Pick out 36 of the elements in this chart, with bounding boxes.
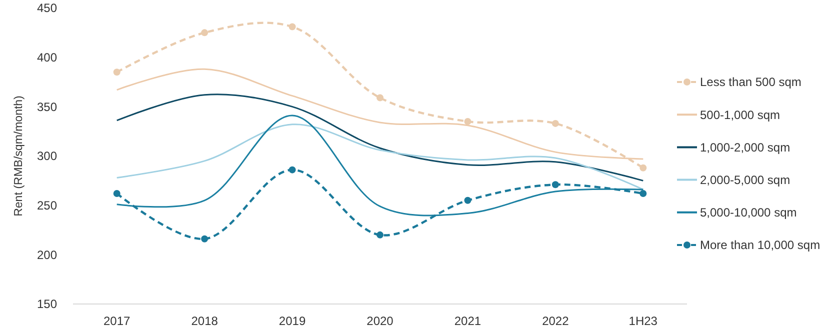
y-axis-title: Rent (RMB/sqm/month): [13, 95, 25, 216]
point: [113, 190, 120, 197]
point: [376, 94, 384, 102]
x-tick-label: 2018: [191, 314, 218, 328]
point: [552, 120, 559, 127]
point: [288, 166, 296, 174]
line-series: [116, 94, 644, 182]
point: [552, 181, 559, 188]
x-tick-label: 1H23: [628, 314, 658, 328]
x-tick-label: 2022: [542, 314, 570, 328]
legend-label: 5,000-10,000 sqm: [700, 206, 797, 220]
y-tick-label: 200: [36, 248, 58, 262]
point: [201, 29, 208, 36]
point: [201, 235, 208, 242]
y-tick-label: 300: [36, 149, 58, 164]
y-tick-label: 250: [36, 198, 58, 213]
legend-label: 500-1,000 sqm: [700, 108, 780, 122]
legend-label: 1,000-2,000 sqm: [700, 140, 790, 154]
x-tick-label: 2021: [454, 314, 482, 328]
point: [376, 231, 384, 238]
legend-label: More than 10,000 sqm: [700, 238, 820, 252]
point: [464, 118, 472, 125]
x-tick-label: 2020: [366, 314, 394, 328]
x-tick-label: 2019: [278, 314, 306, 328]
legend-label: Less than 500 sqm: [700, 75, 802, 90]
point: [113, 68, 120, 76]
y-tick-label: 400: [36, 50, 58, 65]
y-tick-label: 150: [36, 297, 58, 312]
x-tick-label: 2017: [104, 314, 131, 328]
y-tick-label: 450: [36, 1, 58, 16]
point: [288, 23, 296, 30]
point: [640, 190, 647, 197]
point: [640, 164, 647, 172]
point: [464, 196, 472, 204]
legend-label: 2,000-5,000 sqm: [700, 173, 790, 187]
y-tick-label: 350: [36, 100, 58, 114]
